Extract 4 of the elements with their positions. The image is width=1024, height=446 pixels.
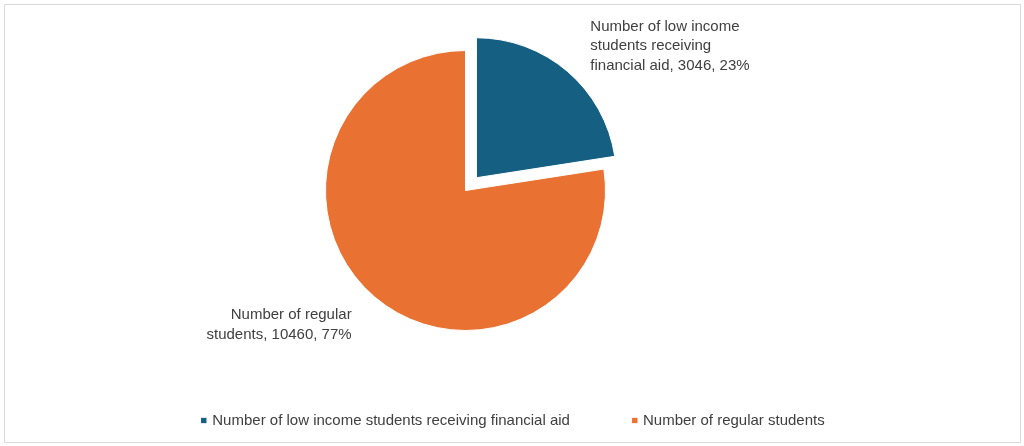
- legend-label: Number of regular students: [642, 411, 825, 428]
- data-label: Number of low income students receiving financial aid, 3046, 23%: [590, 16, 750, 73]
- legend-label: Number of low income students receiving financial aid: [212, 411, 570, 428]
- data-label: Number of regular students, 10460, 77%: [206, 305, 352, 342]
